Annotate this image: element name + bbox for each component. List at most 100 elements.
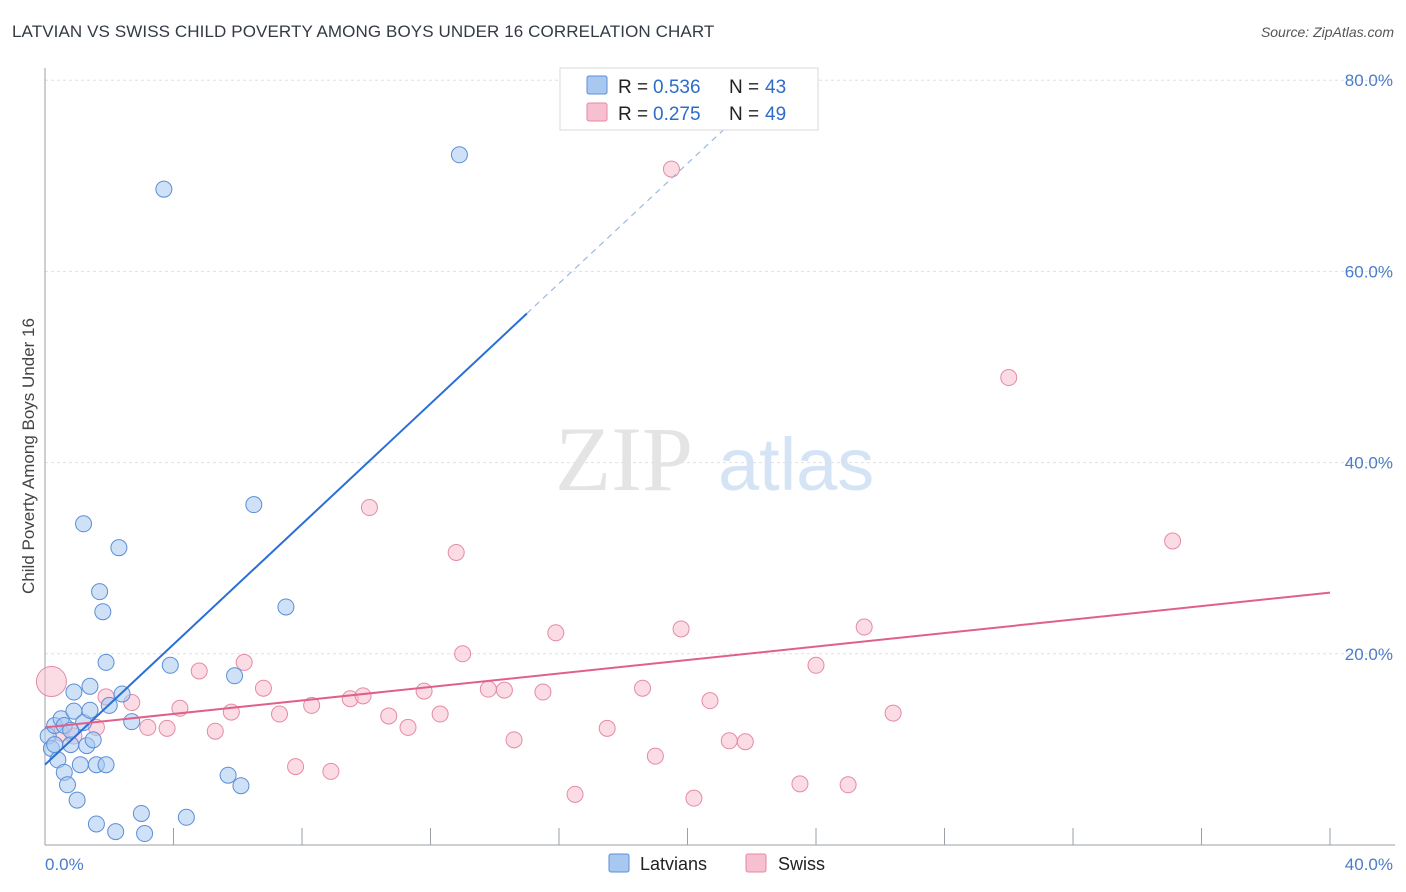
latvian-point bbox=[107, 823, 125, 841]
legend-swatch-swiss bbox=[586, 102, 608, 122]
legend-bottom: Latvians Swiss bbox=[608, 853, 825, 874]
chart-title: LATVIAN VS SWISS CHILD POVERTY AMONG BOY… bbox=[12, 22, 715, 41]
swiss-point bbox=[415, 682, 433, 700]
swiss-point bbox=[303, 696, 321, 714]
swiss-point bbox=[791, 775, 809, 793]
swiss-point bbox=[235, 653, 253, 671]
latvian-point bbox=[245, 496, 263, 514]
axis-ticks: 20.0% 40.0% 60.0% 80.0% 0.0% 40.0% bbox=[45, 71, 1393, 874]
swiss-point bbox=[380, 707, 398, 725]
legend-n-label-latvians: N = bbox=[729, 77, 759, 98]
latvian-point bbox=[58, 776, 76, 794]
legend-n-value-latvians: 43 bbox=[765, 77, 786, 98]
swiss-point bbox=[884, 704, 902, 722]
latvian-point bbox=[97, 756, 115, 774]
latvian-trend-extension bbox=[526, 73, 785, 314]
swiss-point bbox=[807, 656, 825, 674]
swiss-point bbox=[720, 732, 738, 750]
legend-r-value-latvians: 0.536 bbox=[653, 77, 701, 98]
watermark-zip: ZIP bbox=[555, 408, 693, 510]
x-tick-label: 40.0% bbox=[1345, 855, 1393, 874]
latvian-point bbox=[155, 180, 173, 198]
swiss-point bbox=[447, 543, 465, 561]
swiss-point bbox=[190, 662, 208, 680]
legend-swatch-latvians bbox=[586, 75, 608, 95]
legend-top: R = 0.536 N = 43 R = 0.275 N = 49 bbox=[559, 67, 819, 131]
latvian-point bbox=[450, 146, 468, 164]
swiss-point bbox=[206, 722, 224, 740]
swiss-point bbox=[855, 618, 873, 636]
trend-lines bbox=[44, 73, 1331, 766]
legend-r-label-swiss: R = bbox=[618, 104, 648, 125]
swiss-point bbox=[360, 499, 378, 517]
swiss-point bbox=[685, 789, 703, 807]
y-tick-label: 60.0% bbox=[1345, 262, 1393, 281]
latvian-point bbox=[68, 791, 86, 809]
swiss-point bbox=[271, 705, 289, 723]
latvian-point bbox=[81, 701, 99, 719]
y-tick-label: 20.0% bbox=[1345, 645, 1393, 664]
latvian-point bbox=[226, 667, 244, 685]
legend-n-value-swiss: 49 bbox=[765, 104, 786, 125]
swiss-point bbox=[479, 680, 497, 698]
latvian-point bbox=[219, 766, 237, 784]
swiss-point bbox=[399, 718, 417, 736]
watermark-atlas: atlas bbox=[718, 423, 874, 506]
legend-bottom-label-swiss: Swiss bbox=[778, 854, 825, 874]
source-label: Source: ZipAtlas.com bbox=[1260, 24, 1394, 40]
latvian-point bbox=[87, 815, 105, 833]
latvian-point bbox=[97, 653, 115, 671]
swiss-point bbox=[254, 679, 272, 697]
latvian-trend-line bbox=[44, 312, 528, 766]
swiss-point bbox=[322, 762, 340, 780]
legend-bottom-swatch-latvians bbox=[608, 853, 630, 873]
legend-bottom-label-latvians: Latvians bbox=[640, 854, 707, 874]
legend-r-value-swiss: 0.275 bbox=[653, 104, 701, 125]
latvian-point bbox=[177, 808, 195, 826]
latvian-point bbox=[71, 756, 89, 774]
swiss-point bbox=[672, 620, 690, 638]
swiss-point bbox=[547, 624, 565, 642]
swiss-point bbox=[495, 681, 513, 699]
swiss-points bbox=[35, 160, 1182, 807]
swiss-point bbox=[1164, 532, 1182, 550]
latvian-points bbox=[39, 146, 468, 843]
latvian-point bbox=[132, 804, 150, 822]
swiss-point bbox=[354, 687, 372, 705]
latvian-point bbox=[62, 721, 80, 739]
latvian-point bbox=[110, 539, 128, 557]
legend-bottom-swatch-swiss bbox=[745, 853, 767, 873]
swiss-point bbox=[139, 718, 157, 736]
axes bbox=[44, 68, 1395, 846]
latvian-point bbox=[161, 656, 179, 674]
latvian-point bbox=[123, 713, 141, 731]
y-tick-label: 40.0% bbox=[1345, 454, 1393, 473]
swiss-point bbox=[701, 692, 719, 710]
latvian-point bbox=[232, 777, 250, 795]
gridlines bbox=[45, 79, 1395, 655]
swiss-point bbox=[534, 683, 552, 701]
latvian-point bbox=[277, 598, 295, 616]
swiss-trend-line bbox=[44, 591, 1331, 729]
swiss-point bbox=[454, 645, 472, 663]
swiss-point bbox=[431, 705, 449, 723]
swiss-point bbox=[35, 666, 67, 698]
swiss-point bbox=[158, 719, 176, 737]
latvian-point bbox=[75, 515, 93, 533]
legend-n-label-swiss: N = bbox=[729, 104, 759, 125]
swiss-point bbox=[287, 758, 305, 776]
swiss-point bbox=[598, 719, 616, 737]
swiss-point bbox=[839, 776, 857, 794]
latvian-point bbox=[94, 603, 112, 621]
latvian-point bbox=[46, 736, 64, 754]
latvian-point bbox=[91, 583, 109, 601]
latvian-point bbox=[65, 683, 83, 701]
swiss-point bbox=[566, 785, 584, 803]
swiss-point bbox=[736, 733, 754, 751]
latvian-point bbox=[84, 731, 102, 749]
swiss-point bbox=[646, 747, 664, 765]
swiss-point bbox=[1000, 369, 1018, 387]
swiss-point bbox=[634, 679, 652, 697]
y-axis-label: Child Poverty Among Boys Under 16 bbox=[19, 318, 38, 594]
